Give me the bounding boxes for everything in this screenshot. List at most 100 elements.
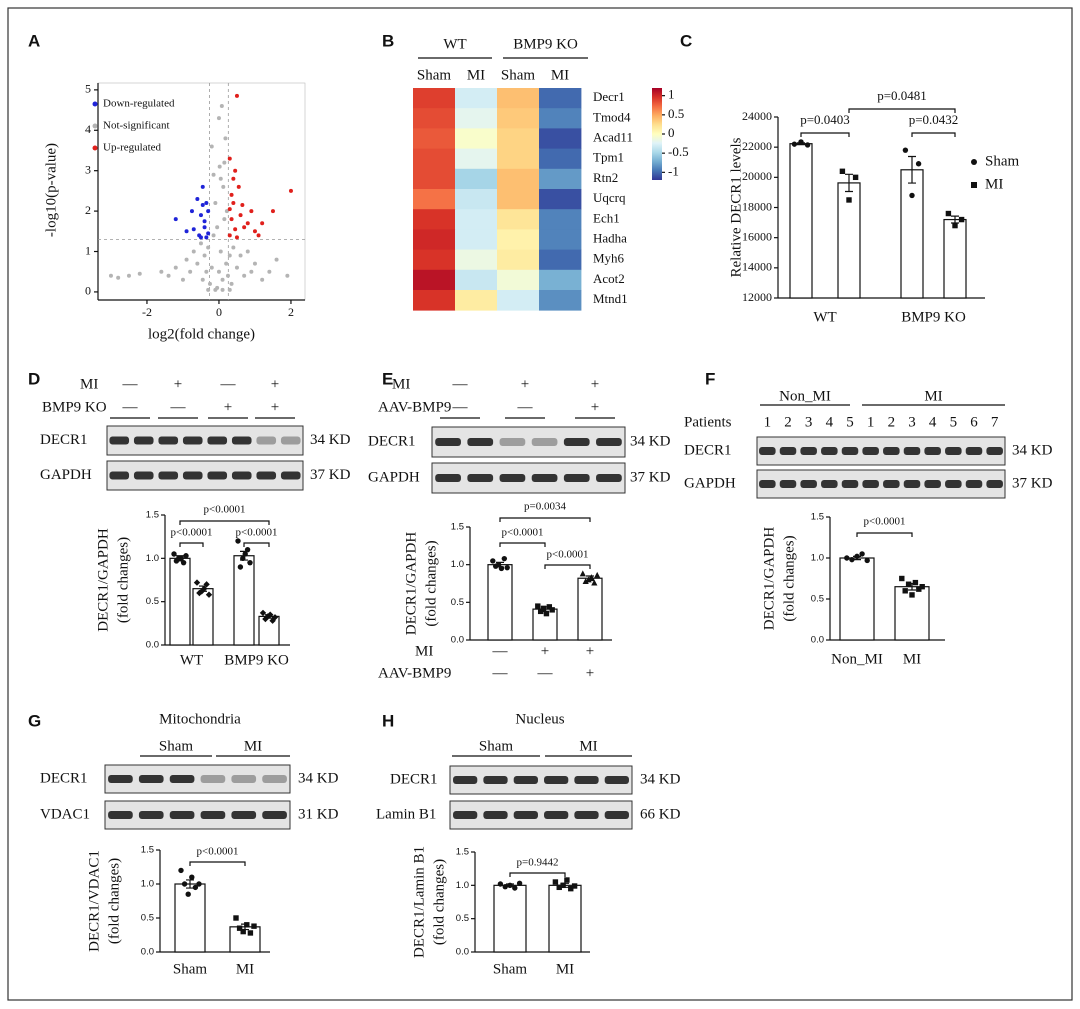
blot-size-label: 37 KD: [630, 469, 671, 485]
data-point: [839, 168, 846, 174]
heatmap-cell: [497, 249, 540, 271]
panel-letter: E: [382, 369, 393, 388]
data-point: [137, 271, 142, 276]
data-point: [229, 192, 234, 197]
blot-frame: [431, 426, 626, 458]
data-point: [846, 197, 852, 203]
bar: [493, 884, 527, 953]
heatmap-cell: [497, 269, 540, 291]
blot-frame: [431, 462, 626, 494]
data-point: [945, 210, 952, 217]
data-point: [238, 213, 243, 218]
condition-sign: +: [174, 376, 182, 392]
blot-band: [207, 471, 228, 480]
comparison-label: p=0.0034: [524, 501, 566, 513]
heatmap-cell: [497, 290, 540, 311]
condition-sign: —: [122, 376, 139, 392]
y-tick-label: 0: [85, 284, 91, 298]
y-axis-label: (fold changes): [106, 858, 122, 944]
error-bar: [496, 561, 504, 568]
data-point: [188, 269, 193, 274]
legend-marker: [92, 123, 98, 129]
y-tick-label: 0.0: [146, 640, 159, 651]
blot-band: [800, 447, 817, 455]
blot-band: [759, 480, 776, 488]
blot-band: [563, 438, 590, 446]
error-bar: [845, 173, 853, 193]
data-point: [916, 586, 922, 592]
group-label: MI: [924, 388, 942, 404]
data-point: [191, 249, 196, 254]
blot-row-label: Lamin B1: [376, 806, 436, 822]
blot-band: [280, 436, 301, 445]
y-tick-label: 0.0: [451, 635, 464, 646]
data-point: [864, 557, 870, 564]
data-point: [594, 571, 601, 578]
comparison-bracket: [189, 861, 246, 866]
comparison-label: p=0.0403: [800, 112, 850, 127]
heatmap-cell: [455, 249, 498, 271]
condition-sign: —: [537, 665, 554, 681]
gene-label: Uqcrq: [593, 190, 626, 205]
data-point: [252, 229, 257, 234]
heatmap-cell: [455, 148, 498, 170]
blot-band: [779, 480, 797, 488]
comparison-bracket: [800, 132, 850, 137]
error-bar: [908, 582, 916, 591]
error-bar: [186, 879, 194, 889]
heatmap-cell: [539, 148, 582, 170]
data-point: [193, 579, 201, 586]
data-point: [116, 275, 121, 280]
colorbar-tick-label: 0: [668, 125, 675, 140]
legend-marker: [92, 145, 98, 151]
blot-row-label: DECR1: [390, 771, 438, 787]
blot-band: [231, 811, 257, 819]
lane-number: 3: [805, 414, 813, 430]
y-axis-label: DECR1/VDAC1: [86, 850, 102, 952]
data-point: [215, 225, 220, 230]
data-point: [218, 176, 223, 181]
bar: [548, 884, 582, 953]
data-point: [252, 261, 257, 266]
blot-row-label: DECR1: [40, 770, 88, 786]
group-label: Sham: [159, 738, 194, 754]
blot-band: [574, 776, 599, 784]
data-point: [288, 188, 293, 193]
data-point: [234, 265, 239, 270]
data-point: [213, 201, 218, 206]
data-point: [126, 273, 131, 278]
data-point: [247, 930, 254, 936]
legend-label: Down-regulated: [103, 98, 175, 110]
lane-label: Patients: [684, 414, 732, 430]
blot-band: [499, 438, 526, 446]
blot-frame: [756, 469, 1006, 499]
heatmap-cell: [455, 209, 498, 230]
blot-band: [200, 775, 226, 783]
heatmap-cell: [455, 168, 498, 190]
comparison-bracket: [179, 520, 270, 525]
data-point: [203, 581, 210, 588]
blot-band: [262, 811, 287, 819]
panel-letter: H: [382, 711, 394, 730]
heatmap-cell: [455, 88, 498, 109]
blot-band: [262, 775, 287, 783]
data-point: [852, 174, 859, 181]
blot-band: [596, 438, 622, 446]
blot-band: [759, 447, 776, 455]
data-point: [219, 104, 224, 109]
x-tick-label: BMP9 KO: [224, 652, 289, 668]
data-point: [231, 201, 236, 206]
data-point: [546, 604, 553, 610]
data-point: [200, 184, 205, 189]
heatmap-cell: [413, 88, 456, 109]
condition-sign: +: [521, 376, 529, 392]
blot-band: [133, 471, 154, 480]
heatmap-cell: [497, 209, 540, 230]
data-point: [183, 553, 189, 559]
data-point: [537, 608, 544, 615]
comparison-bracket: [544, 564, 591, 569]
blot-band: [544, 776, 569, 784]
group-label: WT: [443, 36, 466, 52]
comparison-label: p=0.0481: [877, 88, 927, 103]
condition-sign: +: [586, 643, 594, 659]
